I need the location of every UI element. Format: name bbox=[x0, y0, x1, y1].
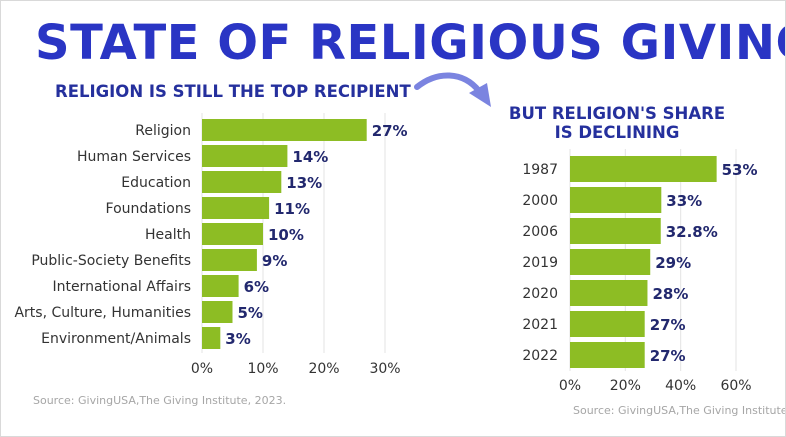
bar bbox=[202, 145, 288, 167]
value-label: 27% bbox=[650, 316, 686, 334]
category-label: Arts, Culture, Humanities bbox=[14, 305, 191, 321]
curved-arrow-icon bbox=[414, 72, 491, 107]
bar bbox=[202, 275, 239, 297]
bar bbox=[202, 249, 257, 271]
value-label: 9% bbox=[262, 252, 287, 270]
x-tick-label: 10% bbox=[247, 361, 278, 377]
category-label: Public-Society Benefits bbox=[31, 253, 191, 269]
x-tick-label: 40% bbox=[665, 378, 696, 394]
bar bbox=[570, 156, 717, 182]
value-label: 29% bbox=[655, 254, 691, 272]
category-label: 2000 bbox=[522, 193, 558, 209]
category-label: 2021 bbox=[522, 317, 558, 333]
bar bbox=[202, 301, 233, 323]
value-label: 27% bbox=[372, 122, 408, 140]
main-title: STATE OF RELIGIOUS GIVING bbox=[35, 15, 786, 71]
value-label: 28% bbox=[652, 285, 688, 303]
bar bbox=[570, 187, 662, 213]
category-label: Education bbox=[121, 175, 191, 191]
bar bbox=[202, 327, 221, 349]
value-label: 14% bbox=[292, 148, 328, 166]
bar bbox=[570, 311, 645, 337]
x-tick-label: 0% bbox=[559, 378, 581, 394]
value-label: 3% bbox=[225, 330, 250, 348]
bar bbox=[202, 171, 282, 193]
category-label: 2020 bbox=[522, 286, 558, 302]
bar bbox=[570, 342, 645, 368]
x-tick-label: 60% bbox=[720, 378, 751, 394]
bar bbox=[202, 197, 270, 219]
category-label: 2022 bbox=[522, 348, 558, 364]
bar bbox=[570, 280, 648, 306]
category-label: International Affairs bbox=[52, 279, 191, 295]
value-label: 13% bbox=[286, 174, 322, 192]
category-label: Environment/Animals bbox=[41, 331, 191, 347]
category-label: Human Services bbox=[77, 149, 191, 165]
x-tick-label: 20% bbox=[308, 361, 339, 377]
value-label: 5% bbox=[238, 304, 263, 322]
x-tick-label: 0% bbox=[191, 361, 213, 377]
value-label: 11% bbox=[274, 200, 310, 218]
category-label: 1987 bbox=[522, 162, 558, 178]
bar bbox=[202, 119, 367, 141]
value-label: 32.8% bbox=[666, 223, 718, 241]
x-tick-label: 20% bbox=[610, 378, 641, 394]
category-label: Foundations bbox=[106, 201, 191, 217]
bar bbox=[570, 218, 661, 244]
right-source-note: Source: GivingUSA,The Giving Institute. bbox=[573, 404, 786, 417]
value-label: 6% bbox=[244, 278, 269, 296]
value-label: 10% bbox=[268, 226, 304, 244]
x-tick-label: 30% bbox=[369, 361, 400, 377]
left-source-note: Source: GivingUSA,The Giving Institute, … bbox=[33, 394, 287, 407]
left-chart-title: RELIGION IS STILL THE TOP RECIPIENT bbox=[55, 82, 411, 101]
category-label: Health bbox=[145, 227, 191, 243]
value-label: 33% bbox=[666, 192, 702, 210]
bar bbox=[202, 223, 263, 245]
right-chart-title: BUT RELIGION'S SHARE IS DECLINING bbox=[508, 104, 726, 142]
category-label: 2019 bbox=[522, 255, 558, 271]
bar bbox=[570, 249, 651, 275]
category-label: Religion bbox=[135, 123, 191, 139]
value-label: 27% bbox=[650, 347, 686, 365]
category-label: 2006 bbox=[522, 224, 558, 240]
value-label: 53% bbox=[722, 161, 758, 179]
